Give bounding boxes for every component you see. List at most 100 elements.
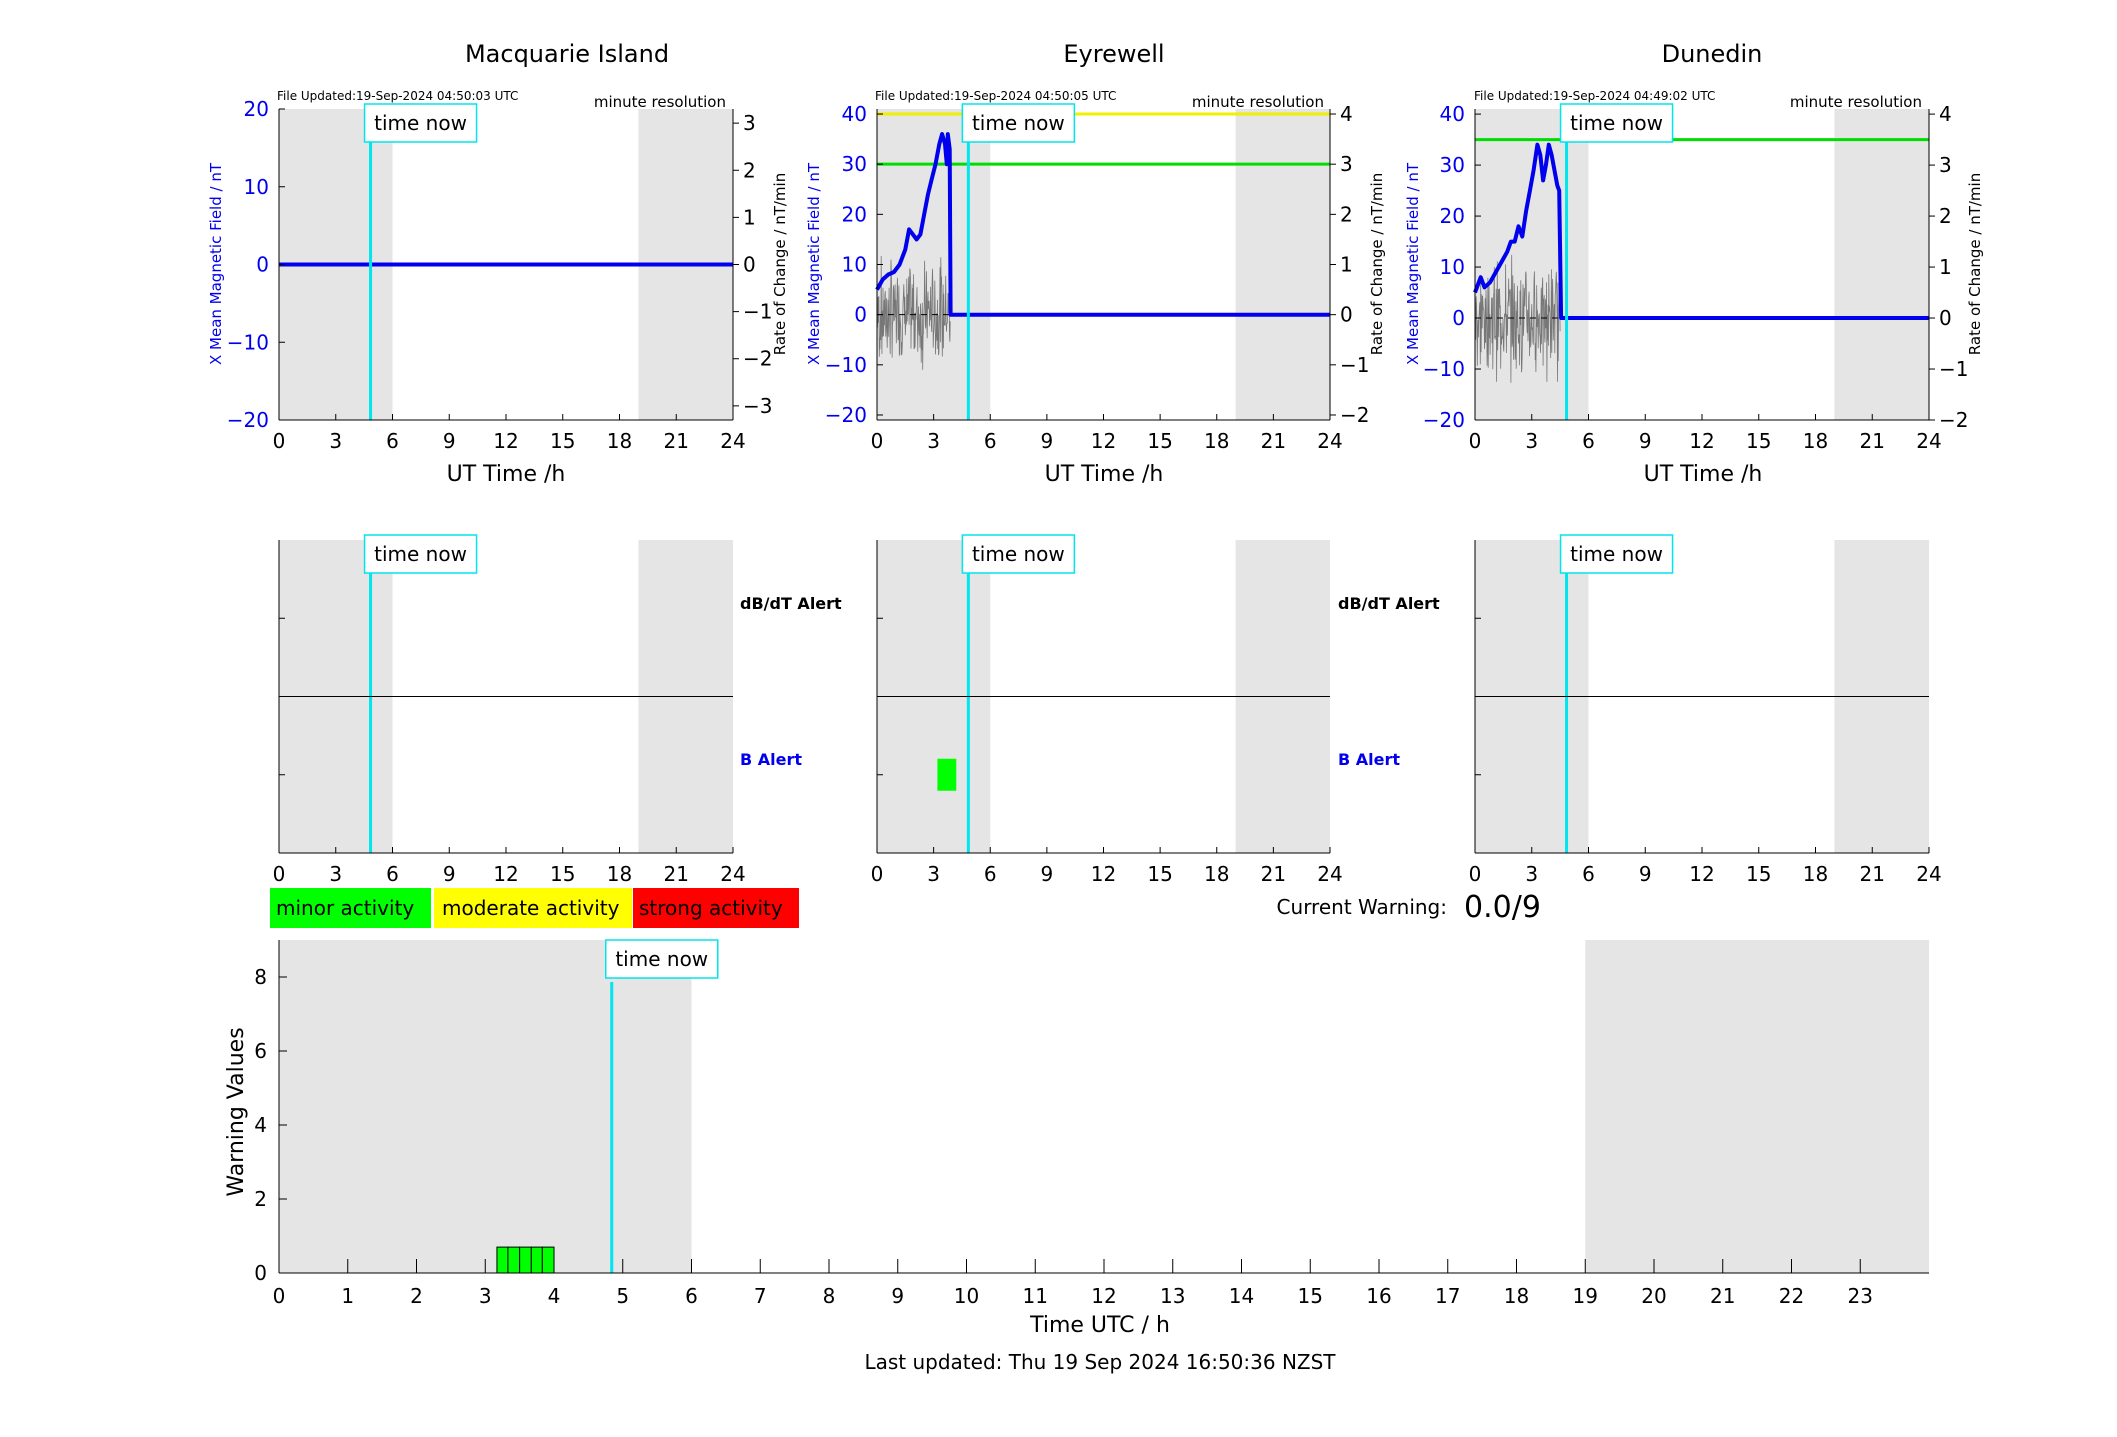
field-1-xtick-label-0: 0 xyxy=(871,429,884,453)
warnings-ylabel: Warning Values xyxy=(224,1027,249,1196)
field-1-ytick-label-10: 10 xyxy=(842,253,867,277)
field-2-ytick-label--20: −20 xyxy=(1423,408,1465,432)
xlabel-macquarie: UT Time /h xyxy=(447,462,566,487)
field-2-xtick-label-3: 3 xyxy=(1525,429,1538,453)
field-0-time-now-label: time now xyxy=(374,111,467,135)
dbdt-alert-label-macquarie: dB/dT Alert xyxy=(740,594,842,613)
field-0-xtick-label-24: 24 xyxy=(720,429,745,453)
warnings-night-band-0 xyxy=(279,940,692,1273)
field-2-ytick-right-label-4: 4 xyxy=(1939,102,1952,126)
field-0-ytick-right-label--1: −1 xyxy=(743,300,772,324)
legend-minor-swatch xyxy=(270,888,431,928)
alert-2-xtick-label-15: 15 xyxy=(1746,862,1771,886)
alert-0-xtick-label-6: 6 xyxy=(386,862,399,886)
field-1-ytick-right-label-4: 4 xyxy=(1340,102,1353,126)
dbdt-alert-label-eyrewell: dB/dT Alert xyxy=(1338,594,1440,613)
ylabel-dunedin: X Mean Magnetic Field / nT xyxy=(1404,162,1422,365)
legend-strong-label: strong activity xyxy=(639,896,783,920)
field-1-ytick-right-label--2: −2 xyxy=(1340,403,1369,427)
warnings-xtick-label-1: 1 xyxy=(341,1284,354,1308)
alert-0-xtick-label-3: 3 xyxy=(329,862,342,886)
warnings-xtick-label-23: 23 xyxy=(1848,1284,1873,1308)
warnings-bar-3 xyxy=(530,1246,543,1274)
field-0-xtick-label-6: 6 xyxy=(386,429,399,453)
field-0-ytick-label--10: −10 xyxy=(227,330,269,354)
field-2-time-now-box xyxy=(1559,103,1674,143)
field-0-xtick-label-21: 21 xyxy=(664,429,689,453)
warnings-xtick-label-8: 8 xyxy=(823,1284,836,1308)
field-2-xtick-label-6: 6 xyxy=(1582,429,1595,453)
field-2-xtick-label-12: 12 xyxy=(1689,429,1714,453)
warnings-ytick-label-4: 4 xyxy=(254,1113,267,1137)
legend-moderate-swatch xyxy=(434,888,632,928)
warnings-xtick-label-0: 0 xyxy=(273,1284,286,1308)
field-2-xtick-label-15: 15 xyxy=(1746,429,1771,453)
field-2-ytick-right-label--1: −1 xyxy=(1939,357,1968,381)
field-1-xtick-label-12: 12 xyxy=(1091,429,1116,453)
alert-2-xtick-label-9: 9 xyxy=(1639,862,1652,886)
alert-2-xtick-label-0: 0 xyxy=(1469,862,1482,886)
alert-1-xtick-label-9: 9 xyxy=(1041,862,1054,886)
field-2-xtick-label-18: 18 xyxy=(1803,429,1828,453)
field-1-xtick-label-21: 21 xyxy=(1261,429,1286,453)
field-2-ytick-right-label-3: 3 xyxy=(1939,153,1952,177)
field-1-ytick-label-20: 20 xyxy=(842,202,867,226)
legend-strong-swatch xyxy=(633,888,799,928)
alert-2-time-now-box xyxy=(1559,534,1674,574)
alert-0-xtick-label-18: 18 xyxy=(607,862,632,886)
field-0-xtick-label-18: 18 xyxy=(607,429,632,453)
alert-2-time-now-label: time now xyxy=(1570,542,1663,566)
field-1-ytick-right-label-1: 1 xyxy=(1340,253,1353,277)
xlabel-eyrewell: UT Time /h xyxy=(1045,462,1164,487)
field-0-ytick-label-10: 10 xyxy=(244,175,269,199)
alert-2-xtick-label-18: 18 xyxy=(1803,862,1828,886)
field-0-xtick-label-15: 15 xyxy=(550,429,575,453)
field-0-time-now-box xyxy=(363,103,478,143)
ylabel-right-dunedin: Rate of Change / nT/min xyxy=(1966,173,1984,355)
warnings-xtick-label-22: 22 xyxy=(1779,1284,1804,1308)
field-1-xtick-label-24: 24 xyxy=(1317,429,1342,453)
field-1-xtick-label-9: 9 xyxy=(1041,429,1054,453)
field-1-ytick-right-label--1: −1 xyxy=(1340,353,1369,377)
field-0-ytick-label-0: 0 xyxy=(256,253,269,277)
field-1-xtick-label-15: 15 xyxy=(1147,429,1172,453)
field-0-ytick-label-20: 20 xyxy=(244,97,269,121)
alert-1-time-now-box xyxy=(961,534,1076,574)
field-0-ytick-label--20: −20 xyxy=(227,408,269,432)
field-2-rate-trace xyxy=(1474,254,1561,383)
warnings-xtick-label-2: 2 xyxy=(410,1284,423,1308)
field-2-ytick-label-10: 10 xyxy=(1440,255,1465,279)
alert-0-xtick-label-9: 9 xyxy=(443,862,456,886)
warnings-xtick-label-9: 9 xyxy=(891,1284,904,1308)
file-updated-dunedin: File Updated:19-Sep-2024 04:49:02 UTC xyxy=(1474,89,1715,103)
alert-2-xtick-label-24: 24 xyxy=(1916,862,1941,886)
field-1-xtick-label-3: 3 xyxy=(927,429,940,453)
field-2-xtick-label-21: 21 xyxy=(1860,429,1885,453)
legend-minor-label: minor activity xyxy=(276,896,414,920)
alert-2-xtick-label-21: 21 xyxy=(1860,862,1885,886)
alert-2-xtick-label-12: 12 xyxy=(1689,862,1714,886)
alert-1-xtick-label-21: 21 xyxy=(1261,862,1286,886)
alert-1-xtick-label-18: 18 xyxy=(1204,862,1229,886)
field-1-rate-trace xyxy=(876,255,951,370)
alert-1-xtick-label-12: 12 xyxy=(1091,862,1116,886)
ylabel-macquarie: X Mean Magnetic Field / nT xyxy=(207,162,225,365)
field-2-ytick-right-label-1: 1 xyxy=(1939,255,1952,279)
warnings-bar-2 xyxy=(519,1246,532,1274)
field-2-ytick-label-40: 40 xyxy=(1440,102,1465,126)
warnings-time-now-box xyxy=(605,939,719,979)
warnings-xtick-label-7: 7 xyxy=(754,1284,767,1308)
warnings-bar-0 xyxy=(496,1246,509,1274)
warnings-xtick-label-21: 21 xyxy=(1710,1284,1735,1308)
warnings-xtick-label-13: 13 xyxy=(1160,1284,1185,1308)
alert-1-b-alert-bar-0 xyxy=(937,758,957,791)
field-2-ytick-right-label--2: −2 xyxy=(1939,408,1968,432)
warnings-ytick-label-2: 2 xyxy=(254,1187,267,1211)
file-updated-macquarie: File Updated:19-Sep-2024 04:50:03 UTC xyxy=(277,89,518,103)
field-1-ytick-label--20: −20 xyxy=(825,403,867,427)
alert-1-xtick-label-0: 0 xyxy=(871,862,884,886)
field-2-xtick-label-9: 9 xyxy=(1639,429,1652,453)
alert-0-time-now-box xyxy=(363,534,478,574)
warnings-xtick-label-14: 14 xyxy=(1229,1284,1254,1308)
